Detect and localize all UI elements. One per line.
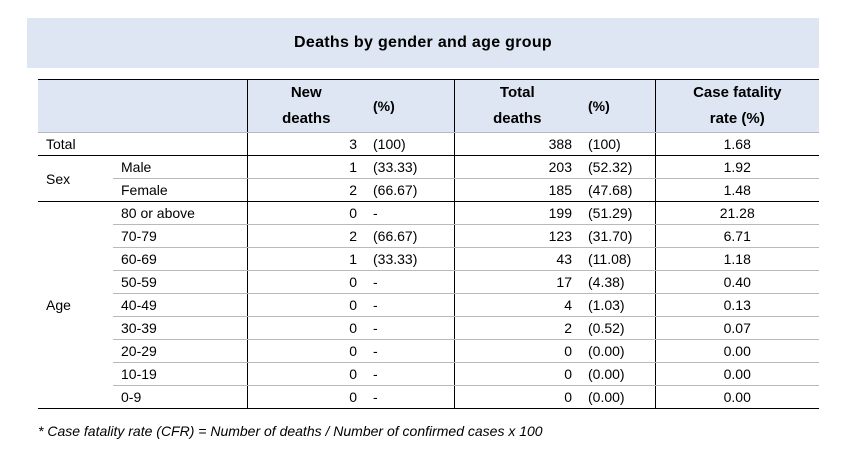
table-row: 0-9 0-0 (0.00) 0.00	[38, 385, 819, 409]
new-pct-cell: (66.67)	[365, 224, 455, 248]
cfr-cell: 6.71	[655, 224, 819, 248]
total-pct-cell: (52.32)	[580, 155, 656, 179]
total-pct-cell: (51.29)	[580, 201, 656, 225]
total-deaths-cell: 0	[454, 339, 580, 363]
table-title: Deaths by gender and age group	[27, 18, 819, 68]
header-new-deaths: New deaths	[247, 79, 365, 133]
row-label: Female	[113, 178, 248, 202]
cfr-cell: 0.13	[655, 293, 819, 317]
cfr-cell: 1.92	[655, 155, 819, 179]
new-deaths-cell: 0	[247, 293, 365, 317]
footnote: * Case fatality rate (CFR) = Number of d…	[38, 423, 543, 439]
row-label: 20-29	[113, 339, 248, 363]
new-deaths-cell: 1	[247, 247, 365, 271]
table-row: 60-69 1 (33.33) 43 (11.08) 1.18	[38, 247, 819, 271]
group-label: Sex	[38, 155, 113, 202]
row-label: 70-79	[113, 224, 248, 248]
row-label: 60-69	[113, 247, 248, 271]
table-row: Female 2 (66.67) 185 (47.68) 1.48	[38, 178, 819, 202]
new-pct-cell: -	[365, 339, 455, 363]
total-pct-cell: (0.00)	[580, 362, 656, 386]
header-total-deaths: Total deaths	[454, 79, 580, 133]
total-pct-cell: (11.08)	[580, 247, 656, 271]
new-deaths-cell: 0	[247, 385, 365, 409]
new-deaths-cell: 0	[247, 270, 365, 294]
table-row: 20-29 0-0 (0.00) 0.00	[38, 339, 819, 363]
total-pct-cell: (0.00)	[580, 339, 656, 363]
total-pct-cell: (100)	[580, 132, 656, 156]
total-deaths-cell: 388	[454, 132, 580, 156]
cfr-cell: 0.00	[655, 339, 819, 363]
total-pct-cell: (1.03)	[580, 293, 656, 317]
cfr-cell: 0.00	[655, 362, 819, 386]
cfr-cell: 0.00	[655, 385, 819, 409]
table-row: 40-49 0-4 (1.03) 0.13	[38, 293, 819, 317]
total-pct-cell: (0.52)	[580, 316, 656, 340]
total-deaths-cell: 17	[454, 270, 580, 294]
new-pct-cell: -	[365, 316, 455, 340]
group-label: Age	[38, 201, 113, 409]
table-row: 30-39 0-2 (0.52) 0.07	[38, 316, 819, 340]
cfr-cell: 0.40	[655, 270, 819, 294]
row-label: 0-9	[113, 385, 248, 409]
new-pct-cell: -	[365, 362, 455, 386]
header-total-pct: (%)	[580, 79, 656, 133]
new-deaths-cell: 0	[247, 201, 365, 225]
table-row: 50-59 0-17 (4.38) 0.40	[38, 270, 819, 294]
new-pct-cell: -	[365, 201, 455, 225]
deaths-table: New deaths (%) Total deaths (%) Case fatal…	[38, 79, 819, 409]
row-label: 30-39	[113, 316, 248, 340]
header-cfr: Case fatality rate (%)	[655, 79, 819, 133]
new-pct-cell: (100)	[365, 132, 455, 156]
cfr-cell: 0.07	[655, 316, 819, 340]
cfr-cell: 1.68	[655, 132, 819, 156]
total-deaths-cell: 0	[454, 385, 580, 409]
new-pct-cell: -	[365, 385, 455, 409]
total-pct-cell: (47.68)	[580, 178, 656, 202]
table-row: Age 80 or above 0-199 (51.29) 21.28	[38, 201, 819, 409]
new-pct-cell: (33.33)	[365, 155, 455, 179]
total-pct-cell: (0.00)	[580, 385, 656, 409]
table-row: Sex Male 1 (33.33) 203 (52.32) 1.92	[38, 155, 819, 202]
total-deaths-cell: 2	[454, 316, 580, 340]
row-label: Total	[38, 132, 248, 156]
cfr-cell: 21.28	[655, 201, 819, 225]
new-deaths-cell: 3	[247, 132, 365, 156]
header-row: New deaths (%) Total deaths (%) Case fatal…	[38, 79, 819, 133]
row-label: 10-19	[113, 362, 248, 386]
new-deaths-cell: 2	[247, 178, 365, 202]
total-deaths-cell: 0	[454, 362, 580, 386]
header-new-pct: (%)	[365, 79, 455, 133]
new-pct-cell: (33.33)	[365, 247, 455, 271]
total-deaths-cell: 199	[454, 201, 580, 225]
total-pct-cell: (4.38)	[580, 270, 656, 294]
new-deaths-cell: 2	[247, 224, 365, 248]
total-deaths-cell: 43	[454, 247, 580, 271]
new-deaths-cell: 0	[247, 362, 365, 386]
row-label: Male	[113, 155, 248, 179]
row-label: 40-49	[113, 293, 248, 317]
total-pct-cell: (31.70)	[580, 224, 656, 248]
cfr-cell: 1.48	[655, 178, 819, 202]
total-deaths-cell: 123	[454, 224, 580, 248]
total-deaths-cell: 4	[454, 293, 580, 317]
new-deaths-cell: 0	[247, 339, 365, 363]
table-row: 10-19 0-0 (0.00) 0.00	[38, 362, 819, 386]
new-pct-cell: -	[365, 293, 455, 317]
row-label: 80 or above	[113, 201, 248, 225]
new-pct-cell: -	[365, 270, 455, 294]
table-row: 70-79 2 (66.67) 123 (31.70) 6.71	[38, 224, 819, 248]
header-blank	[38, 79, 248, 133]
new-deaths-cell: 0	[247, 316, 365, 340]
cfr-cell: 1.18	[655, 247, 819, 271]
total-deaths-cell: 185	[454, 178, 580, 202]
new-pct-cell: (66.67)	[365, 178, 455, 202]
total-deaths-cell: 203	[454, 155, 580, 179]
new-deaths-cell: 1	[247, 155, 365, 179]
total-row: Total 3 (100) 388 (100) 1.68	[38, 132, 819, 156]
row-label: 50-59	[113, 270, 248, 294]
